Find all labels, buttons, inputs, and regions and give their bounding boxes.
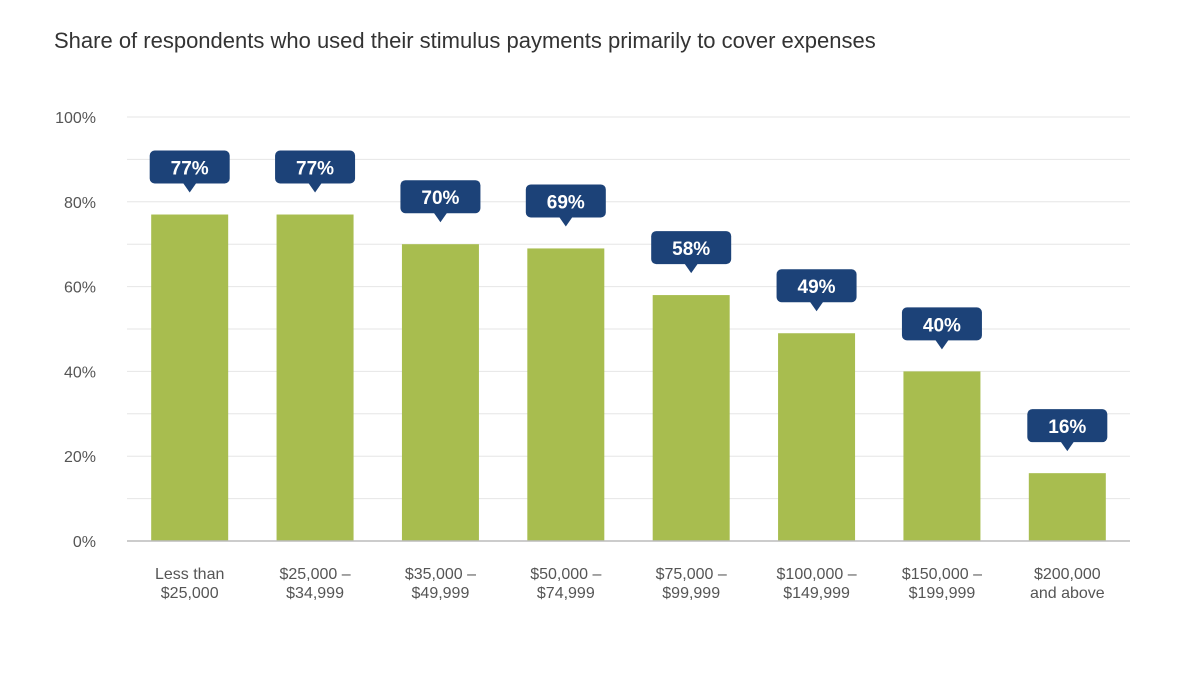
data-label: 77%: [296, 159, 334, 180]
y-tick-label: 60%: [64, 280, 96, 297]
data-label-box: [901, 307, 982, 341]
data-label-box: [1027, 409, 1108, 443]
data-label-pointer: [1060, 441, 1075, 452]
data-label: 69%: [547, 192, 585, 213]
data-label-pointer: [308, 182, 323, 193]
data-label: 49%: [798, 277, 836, 298]
x-tick-label: $25,000 –: [279, 566, 350, 583]
x-tick-label: $150,000 –: [902, 566, 982, 583]
data-label: 58%: [672, 239, 710, 260]
data-label-box: [651, 231, 732, 265]
x-tick-label: $74,999: [537, 585, 595, 602]
data-label-pointer: [558, 216, 573, 227]
x-tick-label: $50,000 –: [530, 566, 601, 583]
bar: [401, 244, 479, 541]
bar: [652, 295, 730, 541]
x-tick-label: and above: [1030, 585, 1105, 602]
bar: [276, 214, 354, 541]
data-label-pointer: [684, 263, 699, 274]
y-tick-label: 100%: [55, 110, 96, 127]
data-label-box: [149, 150, 230, 184]
x-tick-label: $75,000 –: [656, 566, 727, 583]
chart-title: Share of respondents who used their stim…: [54, 28, 876, 53]
bar: [527, 248, 605, 541]
x-tick-label: $200,000: [1034, 566, 1101, 583]
data-label: 70%: [421, 188, 459, 209]
data-label: 77%: [171, 159, 209, 180]
x-tick-label: $34,999: [286, 585, 344, 602]
x-tick-label: $199,999: [909, 585, 976, 602]
data-label-pointer: [934, 339, 949, 350]
y-tick-label: 0%: [73, 534, 96, 551]
data-label-box: [776, 269, 857, 303]
bar: [903, 371, 981, 541]
y-tick-label: 80%: [64, 195, 96, 212]
x-tick-label: $149,999: [783, 585, 850, 602]
data-label-pointer: [433, 212, 448, 223]
data-label-box: [275, 150, 356, 184]
y-tick-label: 40%: [64, 364, 96, 381]
x-tick-label: $99,999: [662, 585, 720, 602]
y-tick-label: 20%: [64, 449, 96, 466]
x-tick-label: Less than: [155, 566, 224, 583]
bar: [151, 214, 229, 541]
data-label: 16%: [1048, 417, 1086, 438]
data-label-pointer: [182, 182, 197, 193]
x-tick-label: $35,000 –: [405, 566, 476, 583]
bar: [1028, 473, 1106, 541]
x-tick-label: $49,999: [412, 585, 470, 602]
bar: [778, 333, 856, 541]
data-label-box: [400, 180, 481, 214]
data-label-pointer: [809, 301, 824, 312]
data-label-box: [525, 184, 606, 218]
x-tick-label: $100,000 –: [777, 566, 857, 583]
x-tick-label: $25,000: [161, 585, 219, 602]
data-label: 40%: [923, 315, 961, 336]
